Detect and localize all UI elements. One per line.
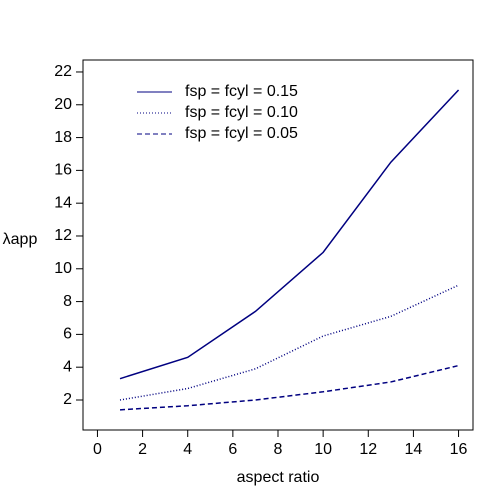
y-tick-label: 22 xyxy=(54,63,72,80)
y-axis-label: λapp xyxy=(3,231,38,248)
x-axis-label: aspect ratio xyxy=(237,469,320,486)
series-line xyxy=(119,284,459,401)
y-tick-label: 4 xyxy=(63,358,72,375)
y-tick-label: 6 xyxy=(63,326,72,343)
series-line xyxy=(119,89,460,380)
x-tick-label: 16 xyxy=(450,441,468,458)
x-tick-label: 2 xyxy=(138,441,147,458)
x-tick-label: 14 xyxy=(405,441,423,458)
y-tick-label: 14 xyxy=(54,194,72,211)
y-tick-label: 12 xyxy=(54,227,72,244)
x-tick-label: 8 xyxy=(274,441,283,458)
y-tick-label: 16 xyxy=(54,162,72,179)
legend-label: fsp = fcyl = 0.05 xyxy=(185,125,298,142)
legend-label: fsp = fcyl = 0.15 xyxy=(185,83,298,100)
x-tick-label: 12 xyxy=(359,441,377,458)
x-tick-label: 10 xyxy=(314,441,332,458)
y-tick-label: 8 xyxy=(63,293,72,310)
x-tick-label: 0 xyxy=(93,441,102,458)
y-tick-label: 18 xyxy=(54,129,72,146)
y-tick-label: 20 xyxy=(54,96,72,113)
legend-label: fsp = fcyl = 0.10 xyxy=(185,104,298,121)
x-tick-label: 6 xyxy=(228,441,237,458)
y-tick-label: 2 xyxy=(63,391,72,408)
y-tick-label: 10 xyxy=(54,260,72,277)
x-tick-label: 4 xyxy=(183,441,192,458)
series-line xyxy=(119,364,459,411)
